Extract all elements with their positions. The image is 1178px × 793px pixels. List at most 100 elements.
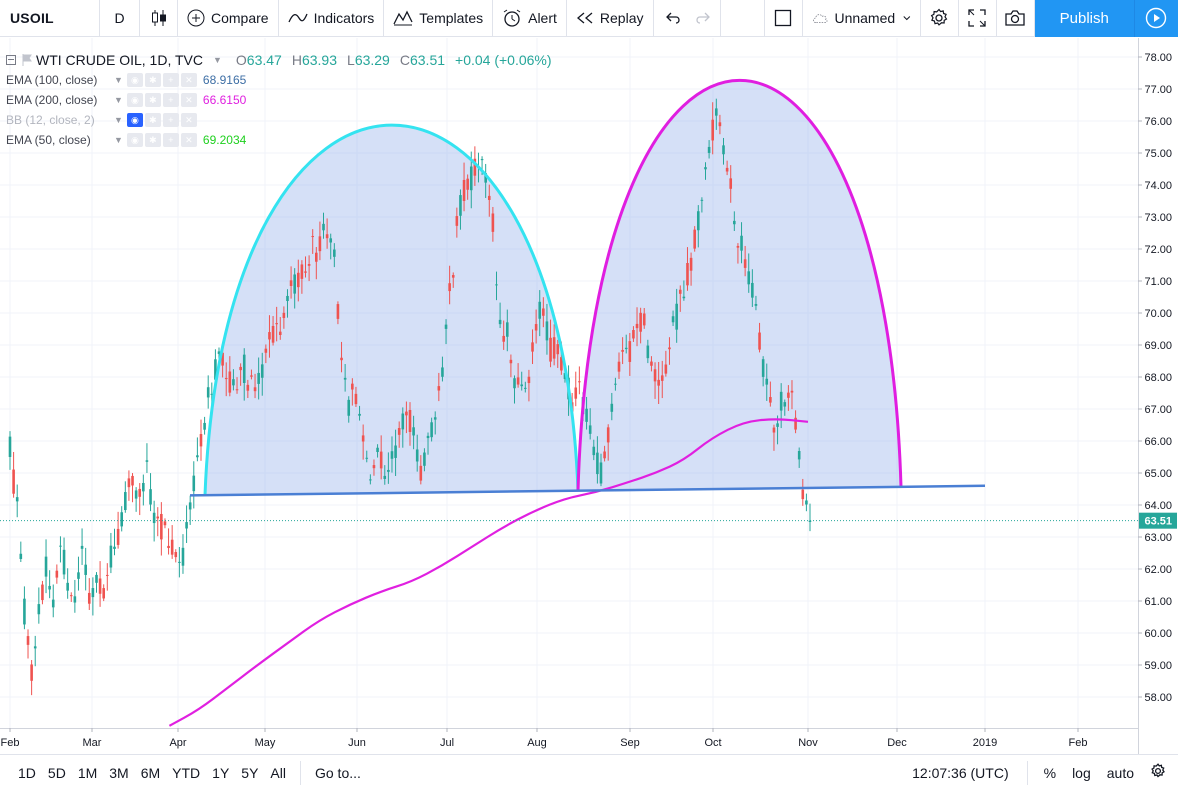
range-1d[interactable]: 1D — [18, 764, 36, 781]
indicator-row[interactable]: EMA (200, close) ▼ ◉ ✱ + ✕ 66.6150 — [6, 90, 552, 110]
range-3m[interactable]: 3M — [109, 764, 129, 781]
candle-body — [37, 604, 41, 615]
last-price-label: 63.51 — [1144, 516, 1172, 528]
candle-body — [325, 234, 329, 239]
candle-body — [300, 264, 304, 279]
fullscreen-button[interactable] — [959, 0, 997, 37]
candle-body — [307, 264, 311, 266]
candle-body — [534, 324, 538, 331]
eye-icon[interactable]: ◉ — [126, 133, 143, 147]
collapse-legend-icon[interactable] — [6, 55, 16, 65]
plus-icon[interactable]: + — [162, 73, 179, 87]
log-scale-toggle[interactable]: log — [1072, 764, 1091, 781]
eye-icon[interactable]: ◉ — [126, 113, 143, 127]
candle-body — [653, 369, 657, 382]
candle-body — [289, 280, 293, 286]
indicator-list: EMA (100, close) ▼ ◉ ✱ + ✕ 68.9165 EMA (200, cl… — [6, 70, 552, 150]
candle-body — [23, 598, 26, 625]
eye-icon[interactable]: ◉ — [126, 93, 143, 107]
replay-button[interactable]: Replay — [567, 0, 654, 37]
range-1y[interactable]: 1Y — [212, 764, 230, 781]
candle-body — [682, 296, 686, 299]
layout-name: Unnamed — [834, 10, 896, 26]
candle-body — [170, 539, 174, 555]
candle-body — [632, 330, 635, 339]
gear-icon[interactable]: ✱ — [144, 73, 161, 87]
series-menu-icon[interactable]: ▼ — [212, 55, 222, 65]
undo-button[interactable] — [654, 0, 688, 37]
settings-button[interactable] — [921, 0, 959, 37]
candle-body — [131, 475, 134, 486]
gear-icon[interactable]: ✱ — [144, 93, 161, 107]
indicators-button[interactable]: Indicators — [279, 0, 385, 37]
close-icon[interactable]: ✕ — [180, 73, 197, 87]
candle-body — [109, 545, 113, 568]
publish-button[interactable]: Publish — [1034, 0, 1135, 37]
indicator-menu-icon[interactable]: ▼ — [114, 135, 123, 145]
indicator-row[interactable]: EMA (50, close) ▼ ◉ ✱ + ✕ 69.2034 — [6, 130, 552, 150]
auto-scale-toggle[interactable]: auto — [1106, 764, 1134, 781]
price-tick-label: 66.00 — [1144, 436, 1172, 448]
indicators-icon — [287, 13, 308, 23]
layout-menu-button[interactable]: Unnamed — [803, 0, 921, 37]
chart-style-button[interactable] — [140, 0, 178, 37]
indicator-row[interactable]: EMA (100, close) ▼ ◉ ✱ + ✕ 68.9165 — [6, 70, 552, 90]
candle-body — [747, 271, 751, 285]
candle-body — [578, 381, 581, 383]
range-6m[interactable]: 6M — [140, 764, 161, 781]
chart-area[interactable]: 78.00 77.00 76.00 75.00 74.00 73.00 72.00 71.00… — [0, 38, 1178, 754]
candle-body — [351, 383, 354, 390]
indicator-menu-icon[interactable]: ▼ — [114, 115, 123, 125]
indicator-row[interactable]: BB (12, close, 2) ▼ ◉ ✱ + ✕ — [6, 110, 552, 130]
utc-clock[interactable]: 12:07:36 (UTC) — [912, 764, 1009, 781]
cloud-icon — [812, 14, 828, 23]
candle-body — [574, 387, 578, 399]
close-icon[interactable]: ✕ — [180, 93, 197, 107]
candle-body — [44, 556, 48, 577]
candle-body — [390, 451, 394, 459]
symbol-search-button[interactable]: USOIL — [0, 0, 100, 37]
candle-body — [80, 545, 84, 549]
close-icon[interactable]: ✕ — [180, 133, 197, 147]
chart-settings-button[interactable] — [1142, 763, 1178, 782]
ohlc-value: 63.29 — [354, 52, 390, 68]
time-tick-label: Jun — [348, 737, 366, 749]
go-to-button[interactable]: Go to... — [314, 764, 361, 781]
range-5y[interactable]: 5Y — [241, 764, 259, 781]
candle-body — [214, 359, 217, 380]
percent-scale-toggle[interactable]: % — [1043, 764, 1057, 781]
time-tick-label: Jul — [440, 737, 454, 749]
candle-body — [120, 512, 124, 527]
plus-icon[interactable]: + — [162, 113, 179, 127]
gear-icon[interactable]: ✱ — [144, 113, 161, 127]
interval-button[interactable]: D — [100, 0, 140, 37]
price-chart[interactable]: 78.00 77.00 76.00 75.00 74.00 73.00 72.00 71.00… — [0, 38, 1178, 754]
replay-label: Replay — [599, 10, 644, 26]
compare-button[interactable]: Compare — [178, 0, 279, 37]
candle-body — [142, 482, 145, 492]
candle-body — [336, 304, 340, 319]
range-all[interactable]: All — [270, 764, 286, 781]
alert-button[interactable]: Alert — [493, 0, 567, 37]
range-1m[interactable]: 1M — [77, 764, 98, 781]
hide-drawings-button[interactable] — [765, 0, 803, 37]
range-ytd[interactable]: YTD — [172, 764, 201, 781]
candle-body — [531, 342, 534, 352]
templates-button[interactable]: Templates — [384, 0, 494, 37]
indicator-menu-icon[interactable]: ▼ — [114, 95, 123, 105]
publish-menu-button[interactable] — [1134, 0, 1178, 37]
gear-icon[interactable]: ✱ — [144, 133, 161, 147]
plus-icon[interactable]: + — [162, 133, 179, 147]
close-icon[interactable]: ✕ — [180, 113, 197, 127]
range-5d[interactable]: 5D — [47, 764, 66, 781]
time-tick-label: Oct — [704, 737, 721, 749]
candle-body — [491, 213, 495, 232]
candle-body — [599, 462, 603, 484]
snapshot-button[interactable] — [997, 0, 1035, 37]
plus-icon[interactable]: + — [162, 93, 179, 107]
redo-button[interactable] — [688, 0, 721, 37]
price-tick-label: 67.00 — [1144, 404, 1172, 416]
ohlc-values: O63.47 H63.93 L63.29 C63.51 — [236, 52, 445, 68]
eye-icon[interactable]: ◉ — [126, 73, 143, 87]
indicator-menu-icon[interactable]: ▼ — [114, 75, 123, 85]
